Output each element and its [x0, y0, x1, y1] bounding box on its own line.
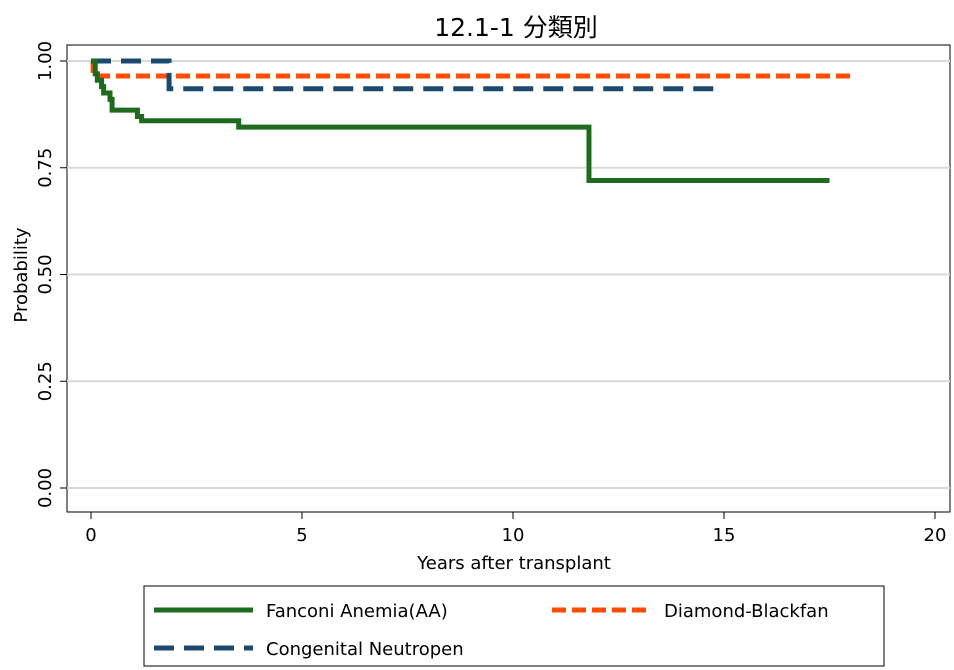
legend: Fanconi Anemia(AA) Diamond-Blackfan Congen… — [154, 601, 829, 660]
series-lines — [90, 58, 855, 184]
x-tick-label: 20 — [924, 525, 947, 546]
y-tick-label: 0.25 — [35, 361, 56, 401]
x-tick-label: 15 — [713, 525, 736, 546]
y-axis-label: Probability — [11, 227, 32, 322]
series-line-2 — [91, 58, 716, 92]
x-tick-label: 5 — [296, 525, 307, 546]
y-tick-label: 1.00 — [35, 41, 56, 81]
legend-label: Fanconi Anemia(AA) — [266, 601, 448, 622]
legend-box — [143, 585, 885, 667]
x-axis: 0 5 10 15 20 — [85, 512, 946, 546]
legend-label: Congenital Neutropen — [266, 639, 464, 660]
chart-title: 12.1-1 分類別 — [434, 13, 598, 42]
plot-area — [66, 44, 951, 513]
series-line-0 — [91, 58, 830, 184]
x-tick-label: 10 — [502, 525, 525, 546]
x-tick-label: 0 — [85, 525, 96, 546]
legend-label: Diamond-Blackfan — [664, 601, 829, 622]
y-axis: 0.00 0.25 0.50 0.75 1.00 — [35, 41, 67, 508]
y-tick-label: 0.00 — [35, 468, 56, 508]
y-tick-label: 0.50 — [35, 254, 56, 294]
grid-lines — [67, 60, 950, 489]
x-axis-label: Years after transplant — [416, 553, 611, 574]
y-tick-label: 0.75 — [35, 148, 56, 188]
